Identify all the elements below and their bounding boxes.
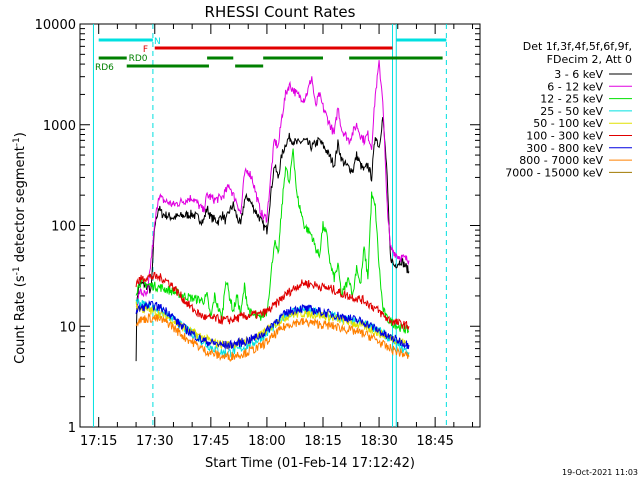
series-line <box>135 300 410 351</box>
x-tick-label: 18:30 <box>360 434 397 449</box>
y-tick-label: 1000 <box>43 119 76 134</box>
x-tick-label: 18:15 <box>304 434 341 449</box>
y-axis-title: Count Rate (s-1 detector segment-1) <box>12 132 28 364</box>
legend-entry-label: 800 - 7000 keV <box>519 154 603 167</box>
flag-label-f: F <box>143 45 148 55</box>
plot-area: 1 10 100 1000 10000 17:15 17:30 17:45 18:00 18:15… <box>35 18 481 449</box>
y-tick-label: 10000 <box>35 18 76 33</box>
y-tick-label: 10 <box>59 320 76 335</box>
x-axis-title: Start Time (01-Feb-14 17:12:42) <box>205 456 415 471</box>
y-axis-title-end: ) <box>13 132 28 137</box>
x-tick-label: 18:00 <box>248 434 285 449</box>
x-tick-label: 17:45 <box>192 434 229 449</box>
y-axis-title-part: Count Rate (s <box>13 275 28 364</box>
legend-entry-label: 50 - 100 keV <box>533 117 603 130</box>
y-tick-label: 100 <box>51 220 76 235</box>
series-line <box>135 271 410 331</box>
y-axis-title-mid: detector segment <box>13 146 28 266</box>
x-tick-label: 18:45 <box>416 434 453 449</box>
legend-entry-label: 6 - 12 keV <box>547 80 603 93</box>
y-axis-title-sup2: -1 <box>12 137 22 146</box>
legend-entry-label: 12 - 25 keV <box>540 93 603 106</box>
x-tick-label: 17:30 <box>136 434 173 449</box>
series-line <box>135 301 410 350</box>
svg-text:Count Rate (s-1 detector segme: Count Rate (s-1 detector segment-1) <box>12 132 28 364</box>
legend-entry-label: 3 - 6 keV <box>554 68 603 81</box>
legend-entry-label: 300 - 800 keV <box>526 142 603 155</box>
y-axis-title-sup: -1 <box>12 266 22 275</box>
legend-entry-label: 100 - 300 keV <box>526 130 603 143</box>
flag-label-rd0: RD0 <box>129 54 148 64</box>
footer-timestamp: 19-Oct-2021 11:03 <box>562 468 638 477</box>
legend: Det 1f,3f,4f,5f,6f,9f, FDecim 2, Att 0 3… <box>505 40 632 179</box>
legend-header-2: FDecim 2, Att 0 <box>547 53 632 66</box>
chart-title: RHESSI Count Rates <box>205 3 356 21</box>
series-line <box>135 312 410 363</box>
flag-label-n: N <box>154 37 161 47</box>
legend-entry-label: 25 - 50 keV <box>540 105 603 118</box>
x-tick-label: 17:15 <box>80 434 117 449</box>
flag-label-rd6: RD6 <box>95 63 114 73</box>
y-tick-label: 1 <box>68 421 76 436</box>
legend-header-1: Det 1f,3f,4f,5f,6f,9f, <box>523 40 632 53</box>
series-line <box>135 60 410 309</box>
series-line <box>135 117 410 362</box>
legend-entry-label: 7000 - 15000 keV <box>505 166 603 179</box>
